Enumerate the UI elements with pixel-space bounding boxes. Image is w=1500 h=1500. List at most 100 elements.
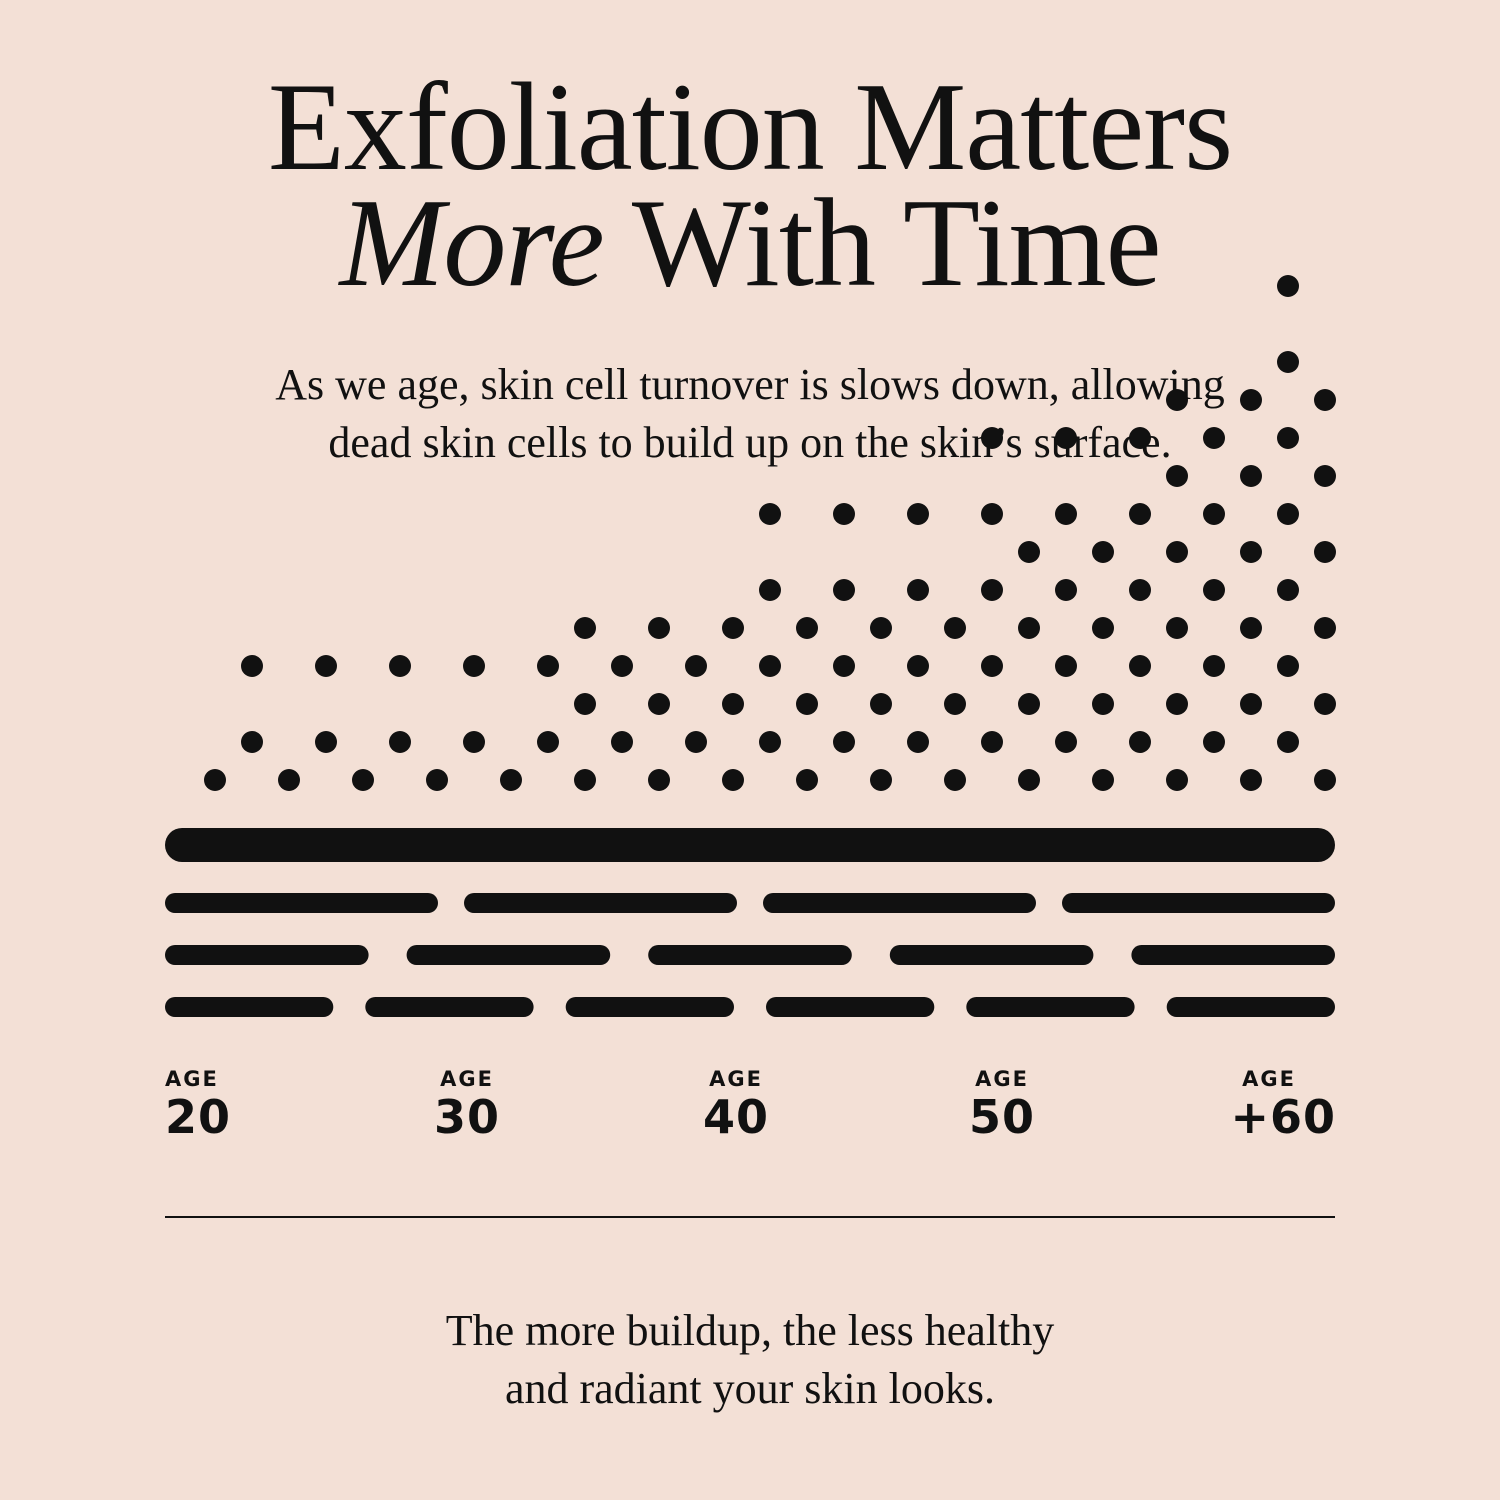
dead-cell-dot — [944, 693, 966, 715]
dead-cell-dot — [574, 769, 596, 791]
dead-cell-dot — [1055, 655, 1077, 677]
dead-cell-dot — [981, 503, 1003, 525]
dead-cell-dot — [1203, 731, 1225, 753]
dead-cell-dot — [796, 693, 818, 715]
dead-cell-dot — [241, 655, 263, 677]
dead-cell-dot — [796, 769, 818, 791]
outro-line-1: The more buildup, the less healthy — [445, 1306, 1055, 1355]
skin-surface-bar — [165, 828, 1335, 862]
dead-cell-dot — [648, 769, 670, 791]
dead-cell-dot — [722, 617, 744, 639]
age-marker-20: AGE 20 — [165, 1066, 305, 1142]
dead-cell-dot — [1166, 617, 1188, 639]
dead-cell-dot — [907, 731, 929, 753]
age-value: 20 — [165, 1090, 232, 1144]
dead-cell-dot — [1092, 693, 1114, 715]
dead-cell-dot — [907, 579, 929, 601]
skin-layer-segment — [648, 945, 852, 965]
dead-cell-dot — [1055, 731, 1077, 753]
dead-cell-dot — [685, 655, 707, 677]
dead-cell-dot — [1277, 655, 1299, 677]
age-marker-60-plus: AGE +60 — [1196, 1066, 1336, 1142]
skin-layer-segment — [464, 893, 737, 913]
dead-cell-dot — [574, 693, 596, 715]
heading-line-1: Exfoliation Matters — [267, 58, 1233, 197]
skin-layer-segment — [966, 997, 1135, 1017]
dead-cell-dot — [1055, 579, 1077, 601]
dead-cell-dot — [1314, 541, 1336, 563]
age-label: AGE — [440, 1067, 494, 1091]
dead-cell-dot — [1314, 617, 1336, 639]
dead-cell-dot — [1129, 731, 1151, 753]
skin-layer-segment — [766, 997, 935, 1017]
dead-cell-dot — [241, 731, 263, 753]
dead-cell-dot — [1018, 769, 1040, 791]
age-label: AGE — [165, 1067, 219, 1091]
dead-cell-dot — [352, 769, 374, 791]
dead-cell-dot — [944, 617, 966, 639]
dead-cell-dot — [1240, 769, 1262, 791]
dead-cell-dot — [1018, 617, 1040, 639]
dead-cell-dot — [1203, 503, 1225, 525]
dead-cell-dot — [981, 655, 1003, 677]
dead-cell-dot — [759, 579, 781, 601]
dead-cell-dot — [907, 655, 929, 677]
dead-cell-dot — [870, 769, 892, 791]
intro-text: As we age, skin cell turnover is slows d… — [150, 356, 1350, 472]
dead-cell-dot — [389, 655, 411, 677]
dead-cell-dot — [1018, 693, 1040, 715]
age-marker-40: AGE 40 — [666, 1066, 806, 1142]
age-value: 40 — [702, 1090, 769, 1144]
dead-cell-dot — [981, 731, 1003, 753]
heading-rest: With Time — [603, 174, 1162, 313]
dead-cell-dot — [870, 693, 892, 715]
dead-cell-dot — [981, 579, 1003, 601]
age-value: +60 — [1230, 1090, 1336, 1144]
dead-cell-dot — [1092, 617, 1114, 639]
skin-layers — [165, 828, 1335, 1017]
age-label: AGE — [709, 1067, 763, 1091]
dead-cell-dot — [611, 731, 633, 753]
dead-cell-dot — [833, 579, 855, 601]
dead-cell-dot — [907, 503, 929, 525]
dead-cell-dot — [870, 617, 892, 639]
skin-layer-segment — [365, 997, 534, 1017]
dead-cell-dot — [1277, 503, 1299, 525]
outro-line-2: and radiant your skin looks. — [504, 1364, 996, 1413]
dead-cell-dot — [1240, 617, 1262, 639]
dead-cell-dot — [1203, 579, 1225, 601]
dead-cell-dot — [759, 731, 781, 753]
dead-cell-dot — [1277, 579, 1299, 601]
dead-cell-dot — [389, 731, 411, 753]
heading-line-2: More With Time — [0, 181, 1500, 307]
divider-line — [165, 1216, 1335, 1218]
age-value: 50 — [968, 1090, 1035, 1144]
skin-layer-segment — [1166, 997, 1335, 1017]
skin-layer-segment — [406, 945, 611, 965]
dead-cell-dot — [759, 503, 781, 525]
skin-layer-segment — [165, 893, 438, 913]
dead-cell-dot — [1203, 655, 1225, 677]
dead-cell-dot — [944, 769, 966, 791]
skin-layer-segment — [1062, 893, 1335, 913]
dead-cell-dot — [796, 617, 818, 639]
age-value: 30 — [433, 1090, 500, 1144]
dead-cell-dot — [1166, 769, 1188, 791]
dead-cell-dot — [1092, 769, 1114, 791]
dead-cell-dot — [722, 769, 744, 791]
dead-cell-dot — [833, 731, 855, 753]
dead-cell-dot — [500, 769, 522, 791]
dead-cell-dot — [204, 769, 226, 791]
dead-cell-dot — [1166, 693, 1188, 715]
dead-cell-dot — [648, 617, 670, 639]
age-marker-50: AGE 50 — [932, 1066, 1072, 1142]
dead-cell-dot — [833, 655, 855, 677]
dead-cell-dot — [574, 617, 596, 639]
dead-cell-dot — [722, 693, 744, 715]
dead-cell-dot — [463, 731, 485, 753]
skin-layer-segment — [165, 997, 334, 1017]
skin-layer-segment — [565, 997, 734, 1017]
dead-cell-dot — [278, 769, 300, 791]
dead-cell-dot — [315, 731, 337, 753]
dead-cell-dot — [685, 731, 707, 753]
